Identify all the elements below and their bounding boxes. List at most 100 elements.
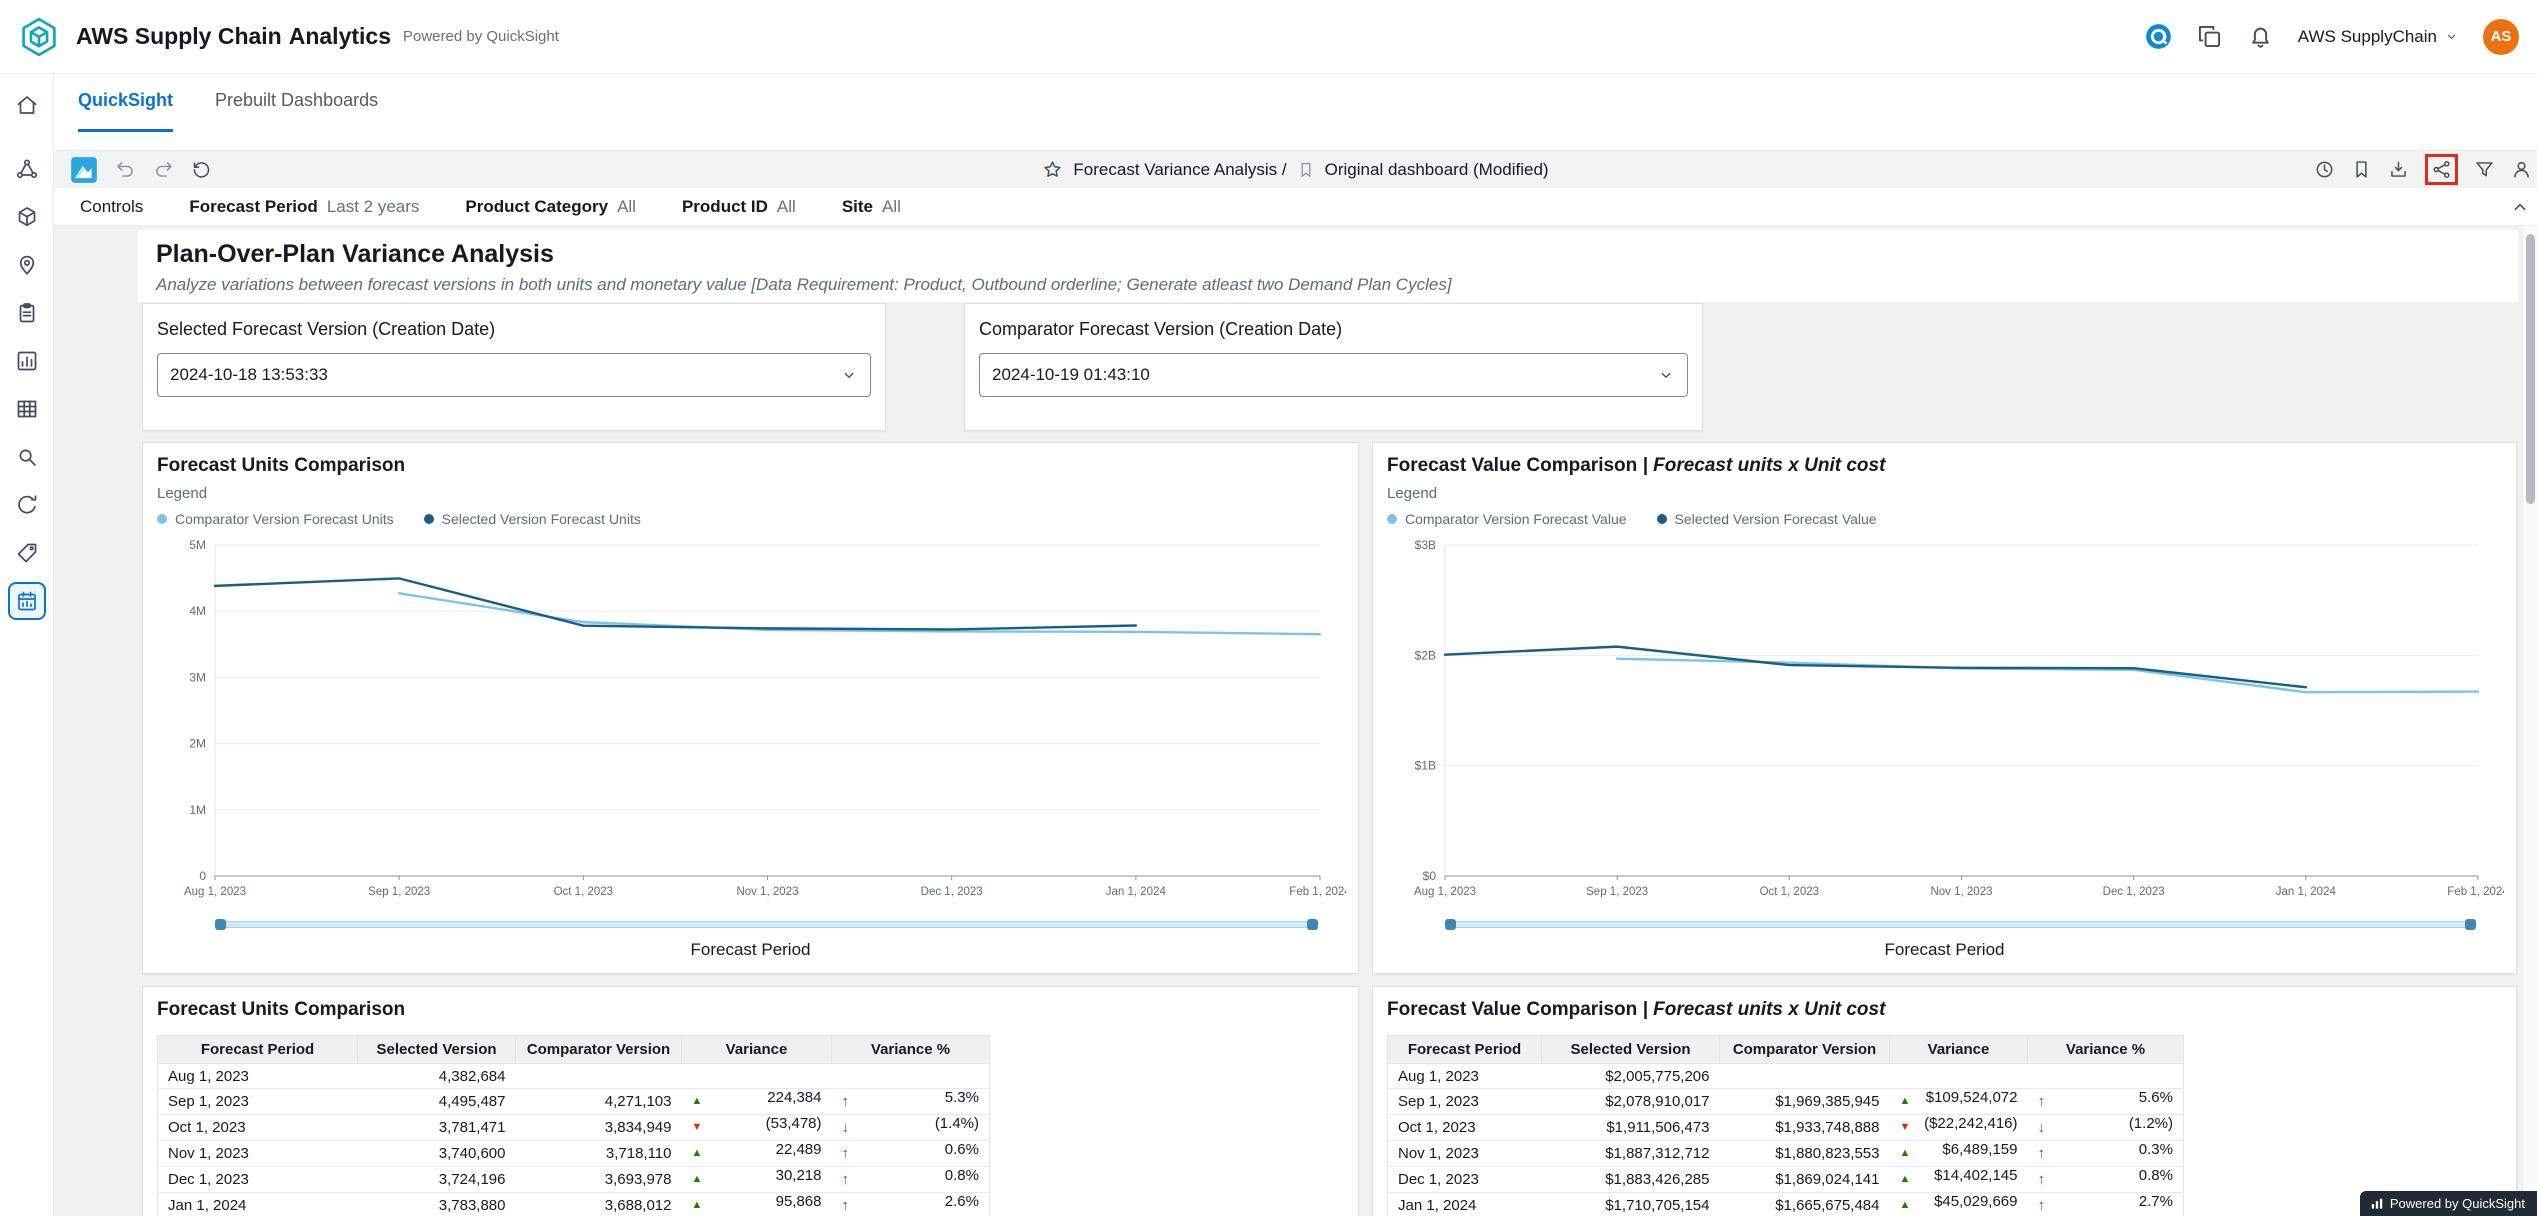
up-arrow-icon: ↑ [2037, 1145, 2046, 1162]
filter-product-id[interactable]: Product ID All [681, 196, 796, 216]
slider-fill[interactable] [1456, 921, 2465, 928]
table-row[interactable]: Sep 1, 2023 4,495,487 4,271,103 ▲ 224,384 ↑ 5.… [157, 1088, 990, 1115]
table-row[interactable]: Sep 1, 2023 $2,078,910,017 $1,969,385,945 ▲… [1387, 1088, 2184, 1115]
search-icon [15, 445, 39, 469]
table-cell: $1,933,748,888 [1719, 1114, 1890, 1141]
sidebar-item-home[interactable] [8, 86, 46, 124]
avatar[interactable]: AS [2483, 18, 2519, 55]
profile-icon[interactable] [2511, 159, 2532, 180]
sidebar-item-pin[interactable] [8, 246, 46, 284]
legend-label: Selected Version Forecast Units [441, 511, 641, 527]
schedule-clock-icon[interactable] [2314, 159, 2335, 180]
sidebar-item-clipboard[interactable] [8, 294, 46, 332]
legend-item[interactable]: Selected Version Forecast Units [423, 511, 641, 527]
table-cell: 3,693,978 [515, 1166, 682, 1193]
tab-prebuilt-dashboards[interactable]: Prebuilt Dashboards [215, 90, 379, 110]
slider-fill[interactable] [226, 921, 1307, 928]
save-icon[interactable] [2388, 159, 2409, 180]
scrollbar-thumb[interactable] [2526, 234, 2535, 504]
slider-right-handle[interactable] [2465, 919, 2476, 930]
slider-right-handle[interactable] [1307, 919, 1318, 930]
table-row[interactable]: Nov 1, 2023 $1,887,312,712 $1,880,823,553 ▲… [1387, 1140, 2184, 1167]
filter-forecast-period[interactable]: Forecast Period Last 2 years [189, 196, 420, 216]
comparator-version-value: 2024-10-19 01:43:10 [992, 365, 1150, 384]
tab-quicksight[interactable]: QuickSight [78, 90, 174, 132]
variance-pct-cell [831, 1063, 990, 1089]
collapse-controls-icon[interactable] [2509, 196, 2531, 218]
quicksight-logo-icon[interactable] [2145, 23, 2172, 50]
table-cell: $1,969,385,945 [1719, 1088, 1890, 1115]
legend-item[interactable]: Comparator Version Forecast Units [157, 511, 394, 527]
table-row[interactable]: Oct 1, 2023 $1,911,506,473 $1,933,748,888 ▼… [1387, 1114, 2184, 1141]
table-cell: Oct 1, 2023 [1387, 1114, 1542, 1141]
sidebar-item-search[interactable] [8, 438, 46, 476]
table-row[interactable]: Dec 1, 2023 3,724,196 3,693,978 ▲ 30,218 ↑ 0.8… [157, 1166, 990, 1193]
forecast-units-line-chart[interactable]: 0 1M 2M 3M 4M 5M Aug 1, 2023 Sep 1, 2023 Oct 1, … [157, 531, 1346, 916]
up-arrow-icon: ↑ [841, 1145, 850, 1162]
filter-icon[interactable] [2474, 159, 2495, 180]
filter-site[interactable]: Site All [841, 196, 901, 216]
sidebar-item-network[interactable] [8, 150, 46, 188]
copy-icon[interactable] [2196, 23, 2223, 50]
app-title-secondary: Analytics [288, 23, 391, 49]
bell-icon[interactable] [2247, 23, 2274, 50]
sync-icon [15, 493, 39, 517]
x-axis-range-slider[interactable] [215, 919, 1318, 930]
sidebar-item-cube[interactable] [8, 198, 46, 236]
redo-icon[interactable] [153, 159, 174, 180]
legend-item[interactable]: Selected Version Forecast Value [1656, 511, 1877, 527]
table-row[interactable]: Oct 1, 2023 3,781,471 3,834,949 ▼ (53,478) ↓(… [157, 1114, 990, 1141]
table-row[interactable]: Dec 1, 2023 $1,883,426,285 $1,869,024,141 ▲… [1387, 1166, 2184, 1193]
share-icon[interactable] [2431, 159, 2452, 180]
variance-cell [681, 1063, 832, 1089]
legend-item[interactable]: Comparator Version Forecast Value [1387, 511, 1627, 527]
table-header-row: Forecast Period Selected Version Comparato… [157, 1035, 990, 1064]
annotation-highlight-box [2425, 154, 2458, 185]
vertical-scrollbar[interactable] [2522, 226, 2537, 1216]
powered-by-label: Powered by QuickSight [403, 28, 559, 45]
slider-left-handle[interactable] [1445, 919, 1456, 930]
table-cell: Aug 1, 2023 [157, 1063, 358, 1089]
down-triangle-icon: ▼ [691, 1121, 703, 1133]
up-arrow-icon: ↑ [2037, 1197, 2046, 1214]
table-cell: $2,005,775,206 [1541, 1063, 1720, 1089]
bookmark-flag-icon[interactable] [1297, 161, 1315, 179]
quicksight-tile-icon[interactable] [70, 156, 98, 184]
aws-supply-chain-logo-icon[interactable] [18, 16, 60, 58]
x-axis-range-slider[interactable] [1445, 919, 2476, 930]
slider-left-handle[interactable] [215, 919, 226, 930]
undo-icon[interactable] [115, 159, 136, 180]
forecast-units-table-card: Forecast Units Comparison Forecast Perio… [142, 986, 1359, 1216]
grid-icon [15, 397, 39, 421]
bookmark-icon[interactable] [2351, 159, 2372, 180]
table-cell: Sep 1, 2023 [157, 1088, 358, 1115]
table-cell: $1,887,312,712 [1541, 1140, 1720, 1167]
variance-cell: ▲ $6,489,159 [1889, 1140, 2028, 1167]
table-row[interactable]: Nov 1, 2023 3,740,600 3,718,110 ▲ 22,489 ↑ 0.6… [157, 1140, 990, 1167]
variance-cell: ▲ 95,868 [681, 1192, 832, 1216]
table-cell: Dec 1, 2023 [157, 1166, 358, 1193]
comparator-version-dropdown[interactable]: 2024-10-19 01:43:10 [979, 353, 1688, 397]
table-row[interactable]: Jan 1, 2024 3,783,880 3,688,012 ▲ 95,868 ↑ 2.6… [157, 1192, 990, 1216]
reset-icon[interactable] [191, 159, 212, 180]
variance-pct-cell: ↑ 2.7% [2027, 1192, 2184, 1216]
selected-version-dropdown[interactable]: 2024-10-18 13:53:33 [157, 353, 871, 397]
svg-text:3M: 3M [189, 670, 206, 684]
table-cell [1719, 1063, 1890, 1089]
filter-product-category[interactable]: Product Category All [465, 196, 636, 216]
table-row[interactable]: Aug 1, 2023 $2,005,775,206 [1387, 1063, 2184, 1089]
sidebar-item-calendar[interactable] [7, 582, 46, 620]
table-row[interactable]: Aug 1, 2023 4,382,684 [157, 1063, 990, 1089]
sidebar-item-sync[interactable] [8, 486, 46, 524]
column-header: Forecast Period [157, 1035, 358, 1064]
up-arrow-icon: ↑ [2037, 1093, 2046, 1110]
up-triangle-icon: ▲ [691, 1199, 703, 1211]
toolbar-breadcrumb: Forecast Variance Analysis / Original da… [54, 159, 2537, 180]
forecast-value-line-chart[interactable]: $0 $1B $2B $3B Aug 1, 2023 Sep 1, 2023 Oct 1, … [1387, 531, 2504, 916]
account-menu[interactable]: AWS SupplyChain [2298, 27, 2459, 47]
sidebar-item-bar-chart[interactable] [8, 342, 46, 380]
sidebar-item-grid[interactable] [8, 390, 46, 428]
table-row[interactable]: Jan 1, 2024 $1,710,705,154 $1,665,675,484 ▲… [1387, 1192, 2184, 1216]
favorite-star-icon[interactable] [1042, 159, 1063, 180]
sidebar-item-tag[interactable] [8, 534, 46, 572]
